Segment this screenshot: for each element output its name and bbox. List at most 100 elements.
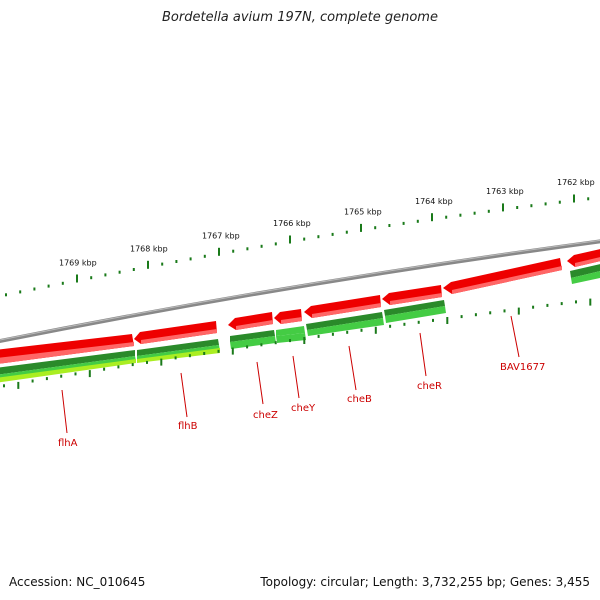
gene-label-cheR[interactable]: cheR: [417, 381, 442, 392]
minor-tick: [331, 332, 334, 336]
minor-tick: [346, 330, 349, 334]
minor-tick: [445, 215, 448, 219]
minor-tick: [5, 293, 7, 297]
kbp-tick-labels: 1769 kbp 1768 kbp 1767 kbp 1766 kbp 1765 kbp…: [59, 178, 595, 267]
minor-tick: [459, 213, 462, 217]
gene-arrow-cheY[interactable]: [274, 309, 302, 324]
minor-tick: [489, 311, 492, 315]
minor-tick: [460, 315, 463, 319]
minor-tick: [530, 204, 533, 208]
gene-arrow-flhB[interactable]: [134, 321, 217, 344]
major-tick: [17, 381, 20, 389]
major-tick: [374, 326, 377, 334]
genome-backbone: [0, 239, 600, 344]
gene-label-BAV1677[interactable]: BAV1677: [500, 362, 545, 373]
kbp-tick-label: 1768 kbp: [130, 245, 168, 254]
minor-tick: [131, 363, 134, 367]
gene-arrow-BAV1677[interactable]: [443, 258, 562, 294]
kbp-tick-label: 1767 kbp: [202, 231, 240, 240]
minor-tick: [575, 300, 577, 304]
minor-tick: [388, 224, 391, 227]
minor-tick: [260, 343, 263, 347]
minor-tick: [360, 328, 363, 332]
genome-summary-text: Topology: circular; Length: 3,732,255 bp…: [260, 575, 590, 589]
minor-tick: [118, 270, 121, 274]
major-tick: [88, 370, 91, 378]
minor-tick: [487, 209, 490, 213]
gene-label-cheZ[interactable]: cheZ: [253, 410, 278, 421]
minor-tick: [474, 313, 477, 317]
major-tick: [76, 274, 78, 283]
accession-text: Accession: NC_010645: [9, 575, 146, 589]
minor-tick: [389, 324, 392, 328]
major-tick: [218, 247, 220, 256]
gene-label-flhA[interactable]: flhA: [58, 438, 78, 449]
gene-labels: flhA flhB cheZ cheY cheB cheR BAV1677: [58, 362, 545, 449]
kbp-tick-label: 1766 kbp: [273, 219, 311, 228]
gene-arrow-cheR[interactable]: [382, 285, 442, 305]
minor-tick: [473, 211, 476, 215]
kbp-tick-label: 1764 kbp: [415, 197, 453, 206]
minor-tick: [246, 345, 249, 349]
minor-tick: [175, 260, 178, 263]
minor-tick: [189, 257, 192, 261]
minor-tick: [31, 379, 34, 383]
minor-tick: [345, 230, 348, 234]
major-tick: [431, 213, 433, 222]
minor-tick: [246, 247, 249, 251]
minor-tick: [416, 219, 419, 223]
minor-tick: [403, 322, 406, 326]
minor-tick: [3, 384, 5, 388]
minor-tick: [560, 302, 563, 306]
gene-label-cheY[interactable]: cheY: [291, 403, 316, 414]
gene-arrow-cheZ[interactable]: [228, 312, 273, 330]
kbp-tick-label: 1762 kbp: [557, 178, 595, 187]
map-title: Bordetella avium 197N, complete genome: [162, 10, 438, 25]
minor-tick: [503, 309, 506, 313]
minor-tick: [61, 281, 64, 285]
minor-tick: [90, 276, 93, 280]
inner-scale-ticks: [3, 298, 592, 389]
minor-tick: [33, 287, 36, 291]
major-tick: [147, 260, 149, 269]
minor-tick: [74, 372, 77, 376]
minor-tick: [103, 367, 106, 371]
minor-tick: [303, 237, 306, 241]
minor-tick: [546, 303, 549, 307]
gene-arrow-next[interactable]: [567, 248, 600, 267]
major-tick: [573, 194, 575, 203]
feature-track-green: [0, 264, 600, 383]
major-tick: [289, 235, 291, 244]
minor-tick: [203, 254, 206, 258]
minor-tick: [60, 374, 63, 378]
minor-tick: [402, 221, 405, 225]
minor-tick: [516, 206, 519, 209]
major-tick: [231, 347, 234, 355]
major-tick: [517, 307, 520, 315]
gene-label-cheB[interactable]: cheB: [347, 394, 372, 405]
minor-tick: [274, 341, 277, 345]
major-tick: [303, 337, 306, 344]
gene-arrow-cheB[interactable]: [304, 295, 381, 318]
major-tick: [589, 298, 592, 306]
minor-tick: [274, 242, 277, 246]
minor-tick: [232, 249, 235, 253]
minor-tick: [317, 235, 320, 239]
minor-tick: [19, 290, 22, 294]
major-tick: [502, 203, 504, 212]
minor-tick: [558, 200, 561, 204]
minor-tick: [331, 232, 334, 236]
minor-tick: [146, 360, 148, 364]
minor-tick: [374, 226, 377, 230]
gene-label-flhB[interactable]: flhB: [178, 421, 198, 432]
minor-tick: [104, 273, 107, 277]
minor-tick: [117, 365, 120, 369]
minor-tick: [47, 284, 50, 288]
minor-tick: [317, 334, 320, 338]
genome-backbone-highlight: [0, 239, 600, 341]
major-tick: [360, 223, 362, 232]
kbp-tick-label: 1765 kbp: [344, 208, 382, 217]
gene-arrow-flhA[interactable]: [0, 334, 134, 364]
minor-tick: [260, 244, 263, 248]
